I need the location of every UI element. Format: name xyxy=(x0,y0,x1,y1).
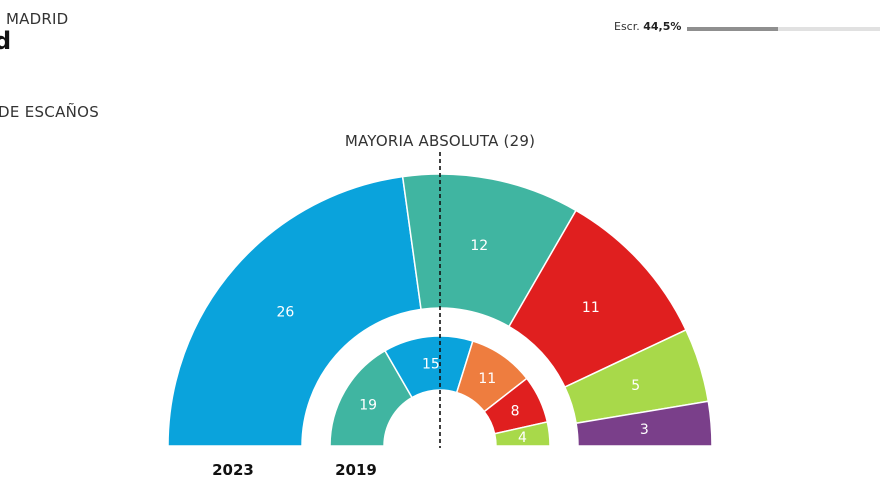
scrutiny-value: 44,5% xyxy=(643,20,682,33)
majority-label: MAYORIA ABSOLUTA (29) xyxy=(345,132,535,150)
ring-2023-segment-label-1: 12 xyxy=(470,238,488,254)
page-title: d xyxy=(0,27,12,55)
ring-2019-segment-label-0: 19 xyxy=(359,398,377,414)
outer-ring-2023: 26 12 11 5 3 xyxy=(167,173,713,447)
scrutiny-progress-fill xyxy=(687,27,779,31)
ring-2019-segment-label-4: 4 xyxy=(518,430,527,446)
year-label-2023: 2023 xyxy=(212,461,254,479)
ring-2019-segment-4 xyxy=(493,421,551,447)
ring-2023-segment-label-2: 11 xyxy=(582,300,600,316)
scrutiny-label: Escr. 44,5% xyxy=(614,20,682,33)
inner-ring-2019: 19 15 11 8 4 xyxy=(329,335,551,447)
ring-2023-segment-label-0: 26 xyxy=(276,304,294,320)
chart-subtitle: DE ESCAÑOS xyxy=(0,103,100,121)
year-label-2019: 2019 xyxy=(335,461,377,479)
scrutiny-progress-track xyxy=(687,27,880,31)
scrutiny-progress: Escr. 44,5% xyxy=(612,20,880,36)
ring-2019-segment-label-3: 8 xyxy=(511,404,520,420)
breadcrumb: MADRID xyxy=(6,10,69,28)
ring-2023-segment-label-4: 3 xyxy=(640,422,649,438)
ring-2023-segment-4 xyxy=(575,400,713,447)
ring-2019-segment-label-2: 11 xyxy=(478,371,496,387)
ring-2023-segment-0 xyxy=(167,175,422,447)
ring-2023-segment-label-3: 5 xyxy=(631,378,640,394)
ring-2019-segment-label-1: 15 xyxy=(422,357,440,373)
